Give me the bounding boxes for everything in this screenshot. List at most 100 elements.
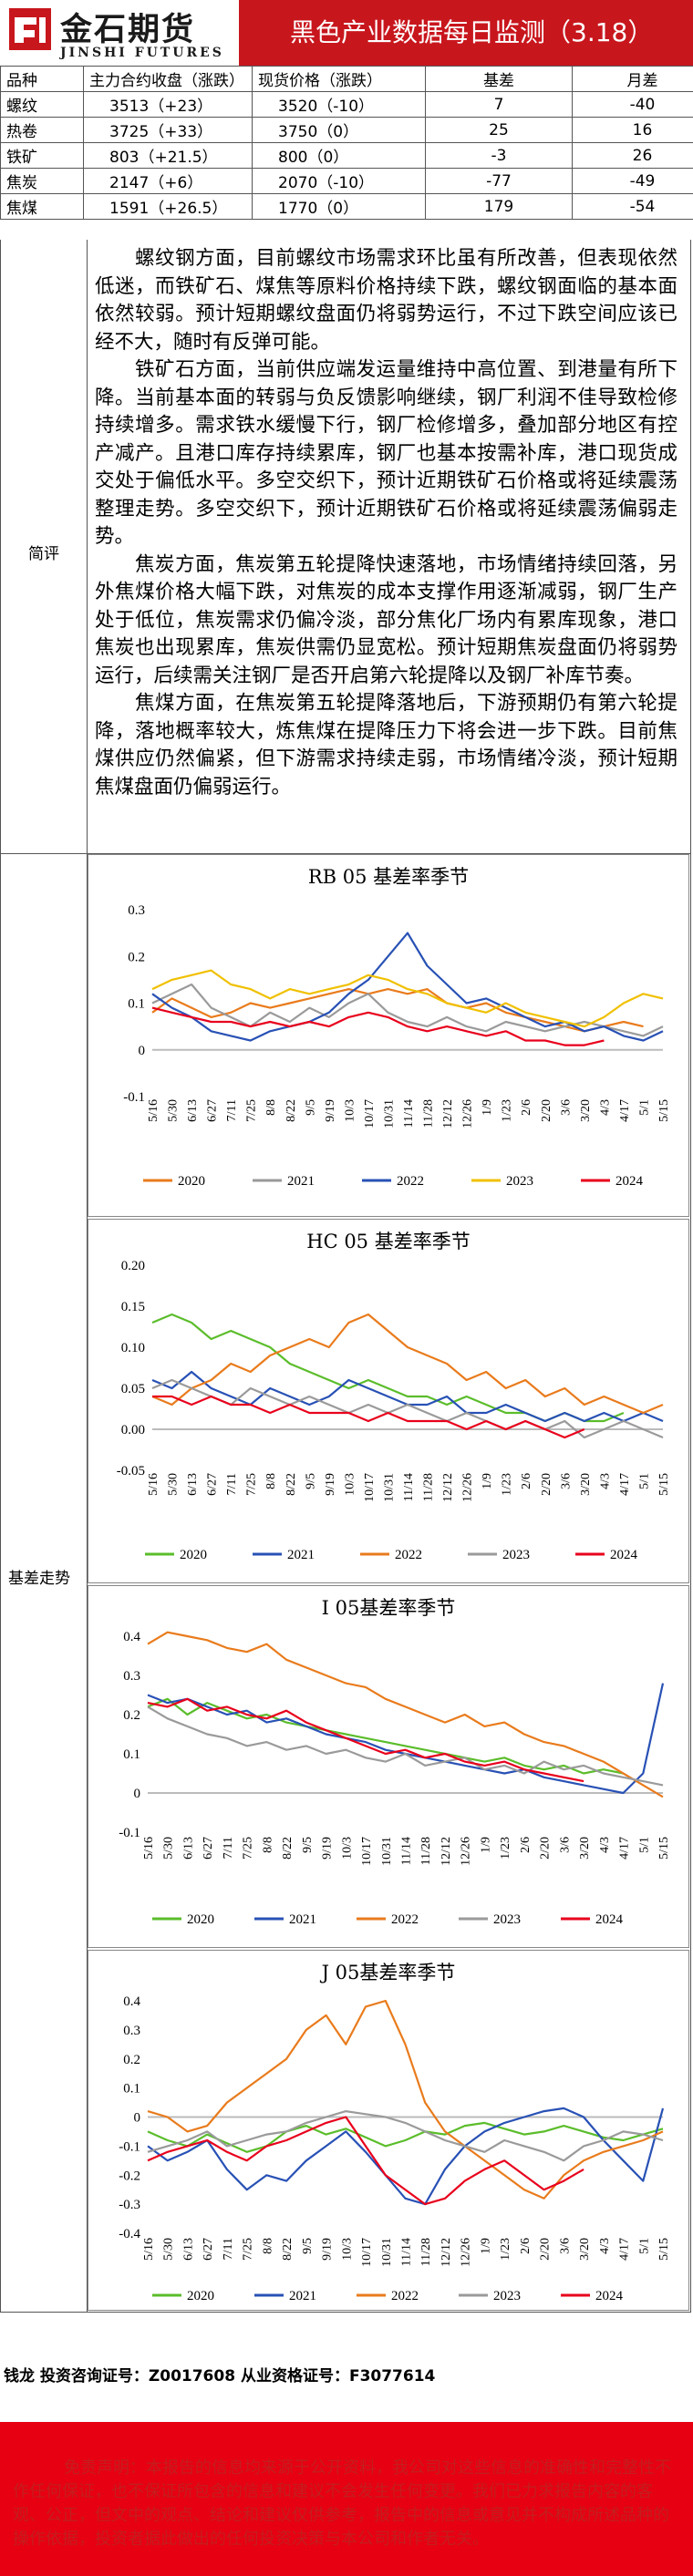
- table-row: 螺纹 3513（+23） 3520（-10） 7 -40: [0, 91, 693, 118]
- x-tick-label: 12/26: [461, 1473, 475, 1502]
- table-cell: 26: [572, 142, 693, 169]
- x-tick-label: 2/20: [540, 1473, 553, 1496]
- x-tick-label: 8/8: [261, 1837, 274, 1853]
- x-tick-label: 6/13: [186, 1473, 200, 1496]
- x-tick-label: 11/28: [419, 1837, 433, 1865]
- x-tick-label: 7/25: [242, 2238, 255, 2261]
- x-tick-label: 5/16: [147, 1473, 160, 1496]
- report-title: 黑色产业数据每日监测（3.18）: [290, 17, 654, 47]
- legend-label: 2023: [493, 2289, 521, 2303]
- legend-label: 2023: [493, 1912, 521, 1927]
- y-tick-label: -0.1: [119, 2139, 140, 2154]
- table-cell: 7: [425, 91, 573, 118]
- x-tick-label: 8/8: [261, 2238, 274, 2254]
- x-tick-label: 7/11: [222, 2238, 235, 2260]
- table-cell: 25: [425, 117, 573, 143]
- y-tick-label: 0.3: [123, 1669, 140, 1684]
- x-tick-label: 4/3: [598, 2238, 612, 2254]
- commentary-label: 简评: [28, 545, 59, 563]
- x-tick-label: 4/3: [598, 1837, 612, 1853]
- x-tick-label: 4/17: [618, 1837, 632, 1860]
- x-tick-label: 6/27: [206, 1099, 220, 1122]
- x-tick-label: 2/6: [519, 1837, 533, 1853]
- commentary-body: 螺纹钢方面，目前螺纹市场需求环比虽有所改善，但表现依然低迷，而铁矿石、煤焦等原料…: [88, 240, 691, 854]
- series-line-2023: [147, 2110, 664, 2162]
- x-tick-label: 7/25: [242, 1837, 255, 1860]
- x-tick-label: 8/22: [281, 1837, 295, 1860]
- report-header: 金石期货 JINSHI FUTURES 黑色产业数据每日监测（3.18）: [0, 0, 693, 66]
- jinshi-logo-icon: [9, 8, 51, 50]
- table-header-cell: 月差: [572, 66, 693, 92]
- x-tick-label: 12/12: [440, 2238, 453, 2267]
- series-line-2020: [147, 1697, 624, 1775]
- x-tick-label: 3/20: [579, 1473, 593, 1496]
- x-tick-label: 5/16: [142, 1837, 156, 1860]
- chart-title: RB 05 基差率季节: [307, 866, 470, 888]
- logo-chinese-text: 金石期货: [60, 12, 196, 48]
- y-tick-label: 0: [134, 2111, 141, 2126]
- table-cell: 热卷: [0, 117, 84, 143]
- table-cell: 3513（+23）: [83, 91, 253, 118]
- x-tick-label: 2/6: [519, 2238, 533, 2254]
- x-tick-label: 7/25: [245, 1099, 259, 1122]
- x-tick-label: 5/30: [167, 1473, 181, 1496]
- table-cell: 800（0）: [252, 142, 426, 169]
- x-tick-label: 1/23: [501, 1473, 514, 1496]
- y-tick-label: 0.1: [123, 2082, 140, 2097]
- x-tick-label: 10/3: [343, 1473, 357, 1496]
- x-tick-label: 12/26: [460, 1837, 473, 1866]
- y-tick-label: -0.05: [117, 1464, 145, 1479]
- x-tick-label: 10/17: [363, 1099, 377, 1128]
- x-tick-label: 3/20: [579, 1099, 593, 1122]
- x-tick-label: 6/13: [186, 1099, 200, 1122]
- table-cell: 3520（-10）: [252, 91, 426, 118]
- x-tick-label: 7/11: [225, 1099, 239, 1121]
- x-tick-label: 4/3: [598, 1099, 612, 1116]
- y-tick-label: -0.3: [119, 2198, 140, 2212]
- x-tick-label: 12/12: [441, 1473, 455, 1502]
- disclaimer-banner: 免责声明：本报告的信息均来源于公开资料，我公司对这些信息的准确性和完整性不作任何…: [0, 2422, 693, 2576]
- x-tick-label: 2/6: [520, 1473, 533, 1489]
- x-tick-label: 7/11: [225, 1473, 239, 1495]
- y-tick-label: 0.05: [121, 1382, 145, 1396]
- y-tick-label: 0.4: [123, 1994, 140, 2009]
- y-tick-label: 0.1: [128, 997, 145, 1012]
- y-tick-label: 0.00: [121, 1423, 145, 1437]
- x-tick-label: 10/31: [382, 1473, 396, 1502]
- x-tick-label: 11/14: [402, 1099, 416, 1128]
- table-cell: 179: [425, 193, 573, 220]
- table-header-row: 品种 主力合约收盘（涨跌） 现货价格（涨跌） 基差 月差: [0, 66, 693, 92]
- x-tick-label: 5/30: [162, 1837, 176, 1860]
- chart-title: HC 05 基差率季节: [306, 1231, 471, 1252]
- table-cell: 焦炭: [0, 168, 84, 194]
- x-tick-label: 9/5: [304, 1099, 317, 1116]
- x-tick-label: 4/17: [618, 2238, 632, 2261]
- table-row: 焦煤 1591（+26.5） 1770（0） 179 -54: [0, 193, 693, 220]
- legend-label: 2022: [391, 2289, 419, 2303]
- y-tick-label: 0: [139, 1044, 146, 1058]
- rb-basis-chart: RB 05 基差率季节 0.3 0.2 0.1 0 -0.1 5/16 5/30 6/13 6/…: [88, 854, 689, 1217]
- x-tick-label: 10/17: [360, 1837, 374, 1866]
- disclaimer-text: 免责声明：本报告的信息均来源于公开资料，我公司对这些信息的准确性和完整性不作任何…: [13, 2458, 671, 2549]
- table-cell: 1770（0）: [252, 193, 426, 220]
- x-tick-label: 1/9: [479, 2238, 492, 2254]
- x-tick-label: 9/5: [304, 1473, 317, 1489]
- table-row: 热卷 3725（+33） 3750（0） 25 16: [0, 117, 693, 143]
- x-tick-label: 1/23: [499, 1837, 512, 1860]
- legend-label: 2022: [391, 1912, 419, 1927]
- y-tick-label: 0.4: [123, 1630, 140, 1644]
- analyst-credentials: 钱龙 投资咨询证号：Z0017608 从业资格证号：F3077614: [4, 2367, 436, 2385]
- series-line-2023: [147, 1705, 664, 1787]
- x-tick-label: 11/14: [400, 1837, 414, 1865]
- y-tick-label: 0.2: [123, 1708, 140, 1723]
- x-tick-label: 5/16: [147, 1099, 160, 1122]
- x-tick-label: 9/5: [301, 1837, 315, 1853]
- x-tick-label: 10/31: [382, 1099, 396, 1128]
- commentary-label-cell: 简评: [0, 240, 88, 854]
- x-tick-label: 11/28: [422, 1099, 436, 1128]
- table-cell: 1591（+26.5）: [83, 193, 253, 220]
- legend-label: 2021: [287, 1174, 315, 1189]
- x-tick-label: 5/16: [142, 2238, 156, 2261]
- x-tick-label: 9/5: [301, 2238, 315, 2254]
- x-tick-label: 5/1: [637, 1099, 651, 1116]
